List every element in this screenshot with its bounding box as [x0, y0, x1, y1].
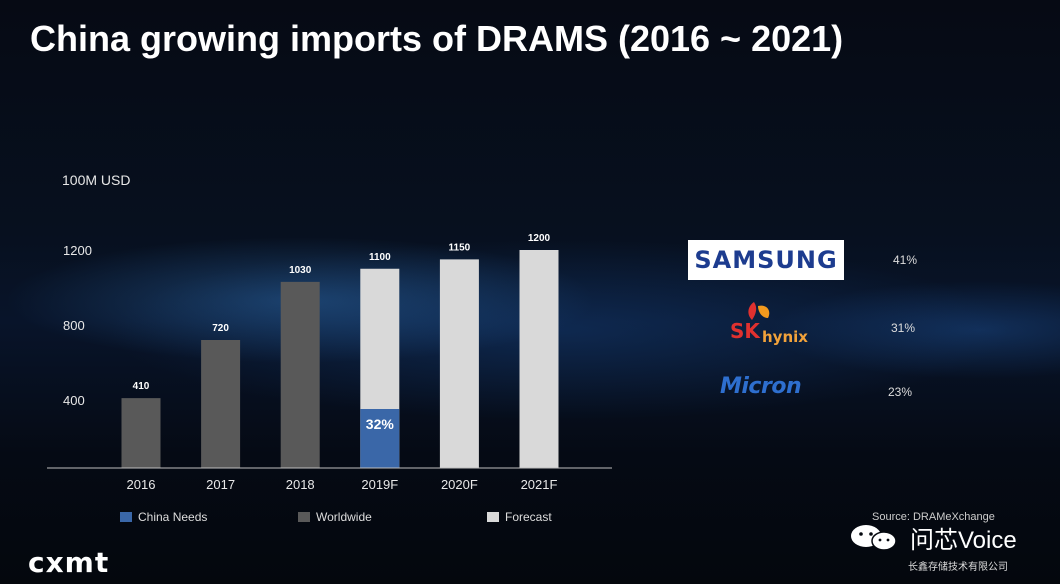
page-title: China growing imports of DRAMS (2016 ~ 2…: [30, 18, 844, 59]
legend-label-china-needs: China Needs: [138, 510, 208, 524]
samsung-share: 41%: [893, 253, 918, 267]
china-needs-data-label: 32%: [366, 416, 395, 432]
legend-label-forecast: Forecast: [505, 510, 552, 524]
wechat-icon: [851, 524, 897, 551]
bar-data-label: 720: [212, 323, 229, 334]
legend-swatch-forecast: [487, 512, 499, 522]
y-tick-label: 400: [63, 393, 85, 408]
bar-2016: [121, 398, 161, 468]
y-tick-label: 1200: [63, 243, 92, 258]
bar-data-label: 1100: [369, 252, 391, 263]
bar-data-label: 410: [133, 381, 150, 392]
x-tick-label: 2019F: [361, 477, 398, 492]
sk-hynix-share: 31%: [891, 321, 916, 335]
samsung-logo-text: SAMSUNG: [694, 246, 838, 274]
legend-swatch-china-needs: [120, 512, 132, 522]
legend-item-worldwide: Worldwide: [298, 510, 372, 524]
legend-label-worldwide: Worldwide: [316, 510, 372, 524]
bar-china-needs-2019f: [360, 409, 400, 468]
bar-2018: [280, 281, 320, 468]
sk-hynix-logo: SK hynix: [730, 302, 808, 346]
wechat-watermark: 问芯Voice: [848, 520, 1017, 555]
legend-item-china-needs: China Needs: [120, 510, 207, 524]
x-tick-label: 2020F: [441, 477, 478, 492]
y-tick-label: 800: [63, 318, 85, 333]
y-axis-unit-label: 100M USD: [62, 172, 131, 188]
sk-butterfly-icon: [748, 302, 770, 320]
micron-share: 23%: [888, 385, 913, 399]
legend-item-forecast: Forecast: [487, 510, 552, 524]
micron-logo: Micron: [720, 374, 802, 399]
bar-data-label: 1150: [449, 242, 471, 253]
x-tick-label: 2021F: [521, 477, 558, 492]
cxmt-logo: cxmt: [28, 546, 110, 579]
samsung-logo: SAMSUNG: [688, 240, 844, 280]
bar-2021f: [519, 250, 559, 468]
company-name: 长鑫存储技术有限公司: [908, 562, 1008, 573]
wechat-account-name: 问芯Voice: [910, 527, 1017, 554]
x-tick-label: 2016: [127, 477, 156, 492]
sk-text: SK: [730, 319, 761, 343]
bar-2017: [201, 340, 241, 468]
x-tick-label: 2017: [206, 477, 235, 492]
x-tick-label: 2018: [286, 477, 315, 492]
legend-swatch-worldwide: [298, 512, 310, 522]
bar-2020f: [439, 259, 479, 468]
hynix-text: hynix: [762, 328, 808, 346]
source-note: Source: DRAMeXchange: [872, 511, 995, 523]
bar-data-label: 1030: [289, 265, 312, 276]
bar-data-label: 1200: [528, 233, 551, 244]
